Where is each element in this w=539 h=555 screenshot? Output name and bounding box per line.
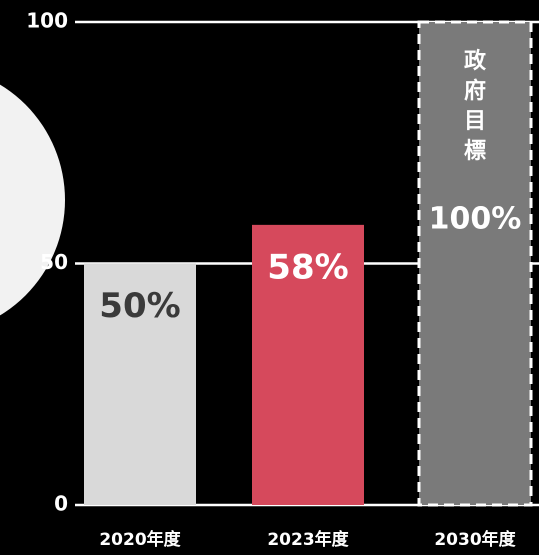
y-tick-label: 100	[26, 9, 68, 33]
value-label: 50%	[99, 286, 180, 326]
page: 05010050%2020年度58%2023年度政府目標100%2030年度 (…	[0, 0, 539, 555]
y-tick-label: 50	[40, 250, 68, 274]
y-tick-label: 0	[54, 492, 68, 516]
x-tick-label: 2023年度	[267, 529, 349, 550]
value-label: 58%	[267, 247, 348, 287]
chart: 05010050%2020年度58%2023年度政府目標100%2030年度	[0, 0, 539, 555]
x-tick-label: 2020年度	[99, 529, 181, 550]
value-label: 100%	[429, 202, 522, 237]
x-tick-label: 2030年度	[434, 529, 516, 550]
